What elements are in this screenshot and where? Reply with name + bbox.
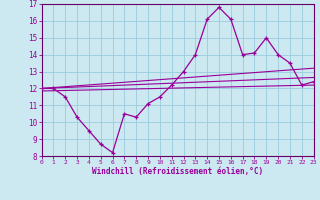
X-axis label: Windchill (Refroidissement éolien,°C): Windchill (Refroidissement éolien,°C) xyxy=(92,167,263,176)
